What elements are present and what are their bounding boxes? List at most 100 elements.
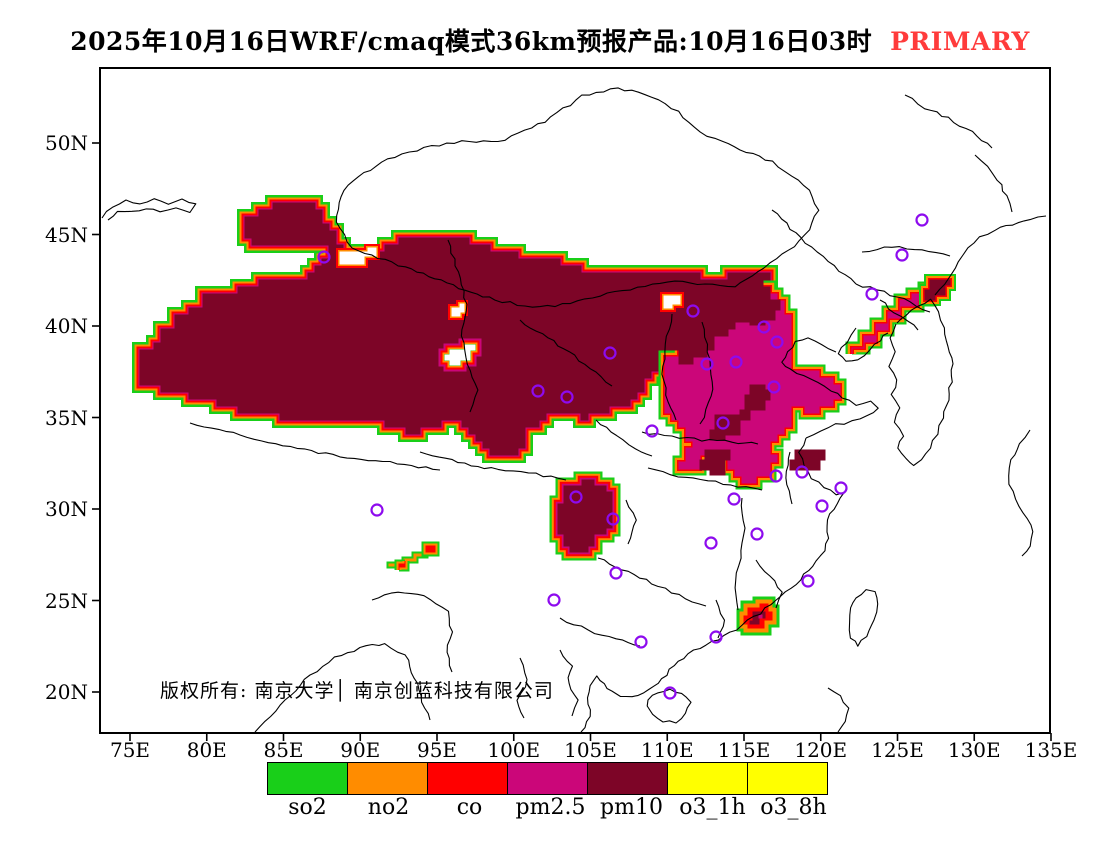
region-pm10-patch-shandong-w <box>744 384 771 411</box>
city-marker-wuhan <box>727 492 741 506</box>
border-coast-bohai <box>781 337 843 399</box>
legend-swatch-o3_1h <box>667 762 748 795</box>
legend-label-pm2.5: pm2.5 <box>515 795 586 820</box>
city-marker-shanghai <box>834 481 848 495</box>
city-marker-haikou <box>663 686 677 700</box>
legend-swatch-pm10 <box>587 762 668 795</box>
border-hunan-jiangxi <box>734 497 746 611</box>
x-tick-label: 130E <box>947 738 1001 762</box>
city-marker-nanchang <box>750 527 764 541</box>
border-shaanxi-sichuan <box>595 419 653 457</box>
y-tick-label: 40N <box>45 314 88 338</box>
city-marker-harbin <box>915 213 929 227</box>
border-coast-shandong <box>805 397 879 439</box>
legend-label-o3_8h: o3_8h <box>760 795 827 820</box>
legend-label-co: co <box>456 795 483 820</box>
city-marker-nanning <box>634 635 648 649</box>
city-marker-hangzhou <box>815 499 829 513</box>
city-marker-changchun <box>895 248 909 262</box>
border-himalaya <box>254 643 431 733</box>
x-tick-label: 80E <box>186 738 227 762</box>
x-tick-label: 105E <box>564 738 617 762</box>
border-guizhou-guangxi <box>597 557 707 607</box>
city-marker-taiyuan <box>700 357 714 371</box>
city-marker-kunming <box>547 593 561 607</box>
legend-swatch-no2 <box>347 762 428 795</box>
city-marker-xining <box>531 384 545 398</box>
x-tick-label: 85E <box>263 738 304 762</box>
legend-swatch-pm2.5 <box>507 762 588 795</box>
legend-swatch-co <box>427 762 508 795</box>
region-pm10-patch-shandong-s <box>789 449 826 471</box>
x-tick-label: 110E <box>640 738 694 762</box>
border-lake-balkhash <box>101 198 197 221</box>
border-taiwan <box>848 589 879 647</box>
x-tick-label: 95E <box>416 738 458 762</box>
border-ne-horizontal <box>861 246 951 257</box>
border-sichuan-east <box>625 499 637 545</box>
region-hole-turpan <box>339 247 377 265</box>
border-vietnam-laos <box>559 649 579 717</box>
legend-labels: so2 no2 co pm2.5 pm10 o3_1h o3_8h <box>267 795 834 821</box>
city-marker-guiyang <box>609 566 623 580</box>
border-myanmar <box>371 591 454 673</box>
city-marker-lhasa <box>370 503 384 517</box>
border-russia-top <box>904 94 993 149</box>
border-luzon <box>827 687 850 733</box>
region-pm10-seam-patch <box>671 279 771 365</box>
pollutant-legend: so2 no2 co pm2.5 pm10 o3_1h o3_8h <box>267 762 834 821</box>
legend-label-so2: so2 <box>288 795 327 820</box>
region-dot-tibet-a <box>398 561 406 570</box>
border-shanxi-west <box>661 313 677 421</box>
region-hole-dot-gansu <box>451 303 465 317</box>
x-tick-label: 125E <box>871 738 924 762</box>
region-pm10-patch-beijing <box>749 299 781 326</box>
city-marker-zhengzhou <box>716 416 730 430</box>
x-tick-label: 100E <box>487 738 541 762</box>
city-marker-hohhot <box>686 304 700 318</box>
legend-swatches <box>267 762 834 795</box>
city-marker-yinchuan <box>603 346 617 360</box>
legend-label-o3_1h: o3_1h <box>679 795 746 820</box>
border-xinjiang-gansu <box>447 239 479 413</box>
city-marker-lanzhou <box>560 390 574 404</box>
map-frame <box>99 67 1051 734</box>
border-hainan <box>646 688 692 724</box>
x-tick-label: 90E <box>340 738 381 762</box>
title-main: 2025年10月16日WRF/cmaq模式36km预报产品:10月16日03时 <box>70 27 873 56</box>
y-tick-label: 35N <box>45 405 88 430</box>
region-hole-qaidam <box>444 344 476 366</box>
border-shanxi-east <box>699 321 714 425</box>
city-marker-shenyang <box>865 287 879 301</box>
city-marker-urumqi <box>317 250 331 264</box>
city-marker-tianjin <box>770 335 784 349</box>
border-kunlun <box>189 422 441 471</box>
x-tick-label: 135E <box>1024 738 1078 762</box>
border-japan-kyushu <box>1008 429 1034 557</box>
border-korea <box>888 298 954 467</box>
city-marker-nanjing <box>795 465 809 479</box>
city-marker-xian <box>645 424 659 438</box>
border-ne-diagonal <box>771 209 857 285</box>
border-qinghai-south <box>419 451 567 481</box>
y-tick-label: 50N <box>45 131 88 155</box>
region-spot-guangdong-dot <box>758 614 763 619</box>
border-mongolia-north <box>335 87 820 269</box>
city-marker-jinan <box>767 380 781 394</box>
x-tick-label: 115E <box>717 738 771 762</box>
border-laos-west <box>516 657 528 719</box>
border-coast-east <box>580 437 845 733</box>
x-tick-label: 120E <box>794 738 848 762</box>
y-tick-label: 45N <box>45 222 88 247</box>
border-henan-south <box>641 431 759 445</box>
border-mongolia-south <box>351 247 765 308</box>
border-yunnan-east <box>559 617 641 647</box>
title-tag: PRIMARY <box>890 27 1030 56</box>
city-marker-beijing <box>757 320 771 334</box>
border-sakhalin <box>974 154 1013 213</box>
city-marker-fuzhou <box>801 574 815 588</box>
city-marker-guangzhou <box>709 630 723 644</box>
border-jiangsu-anhui <box>785 451 793 505</box>
city-marker-chengdu <box>569 490 583 504</box>
